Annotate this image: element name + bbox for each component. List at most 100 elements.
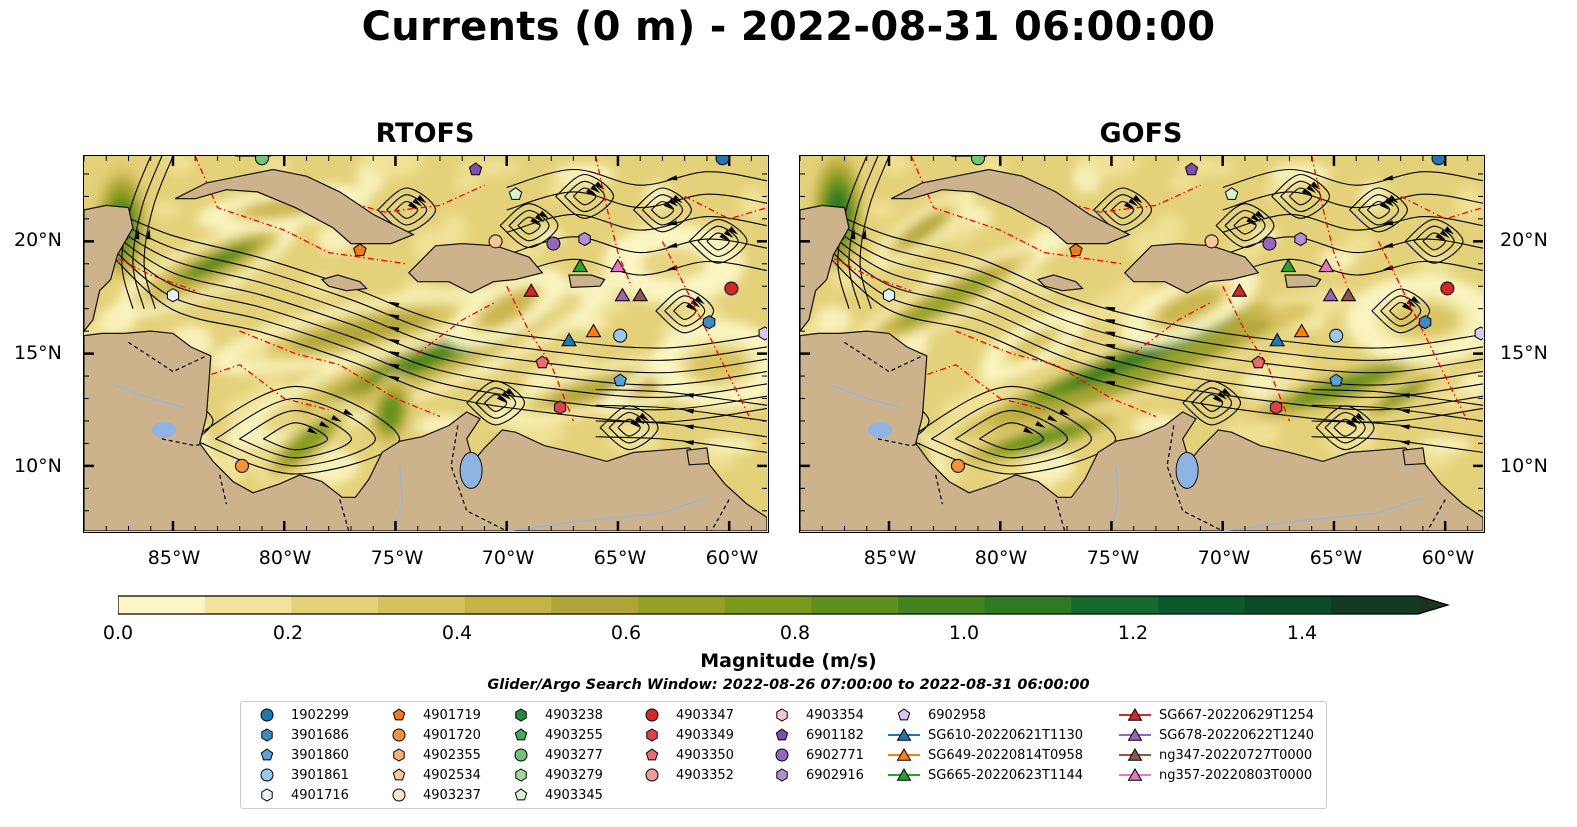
legend-label: 1902299 xyxy=(291,707,349,723)
land-hispaniola xyxy=(1123,242,1260,294)
colorbar-bin xyxy=(464,596,552,614)
streamline-arrow xyxy=(145,228,151,240)
legend-marker xyxy=(392,768,406,781)
streamline-arrow xyxy=(501,391,512,400)
float-marker xyxy=(1270,400,1283,415)
streamline xyxy=(826,254,1483,423)
legend-item: 4903352 xyxy=(634,766,734,784)
lake-nicaragua xyxy=(868,421,893,438)
streamline-arrow xyxy=(1212,394,1223,403)
streamline xyxy=(1333,418,1357,437)
streamline-arrow xyxy=(1306,184,1317,194)
colorbar-tick-0-6: 0.6 xyxy=(610,622,642,644)
float-marker xyxy=(613,328,628,343)
streamline-arrow xyxy=(694,296,705,305)
streamline xyxy=(1191,387,1233,419)
streamline xyxy=(1380,295,1422,327)
streamline xyxy=(1315,405,1375,451)
streamline-arrow xyxy=(1399,440,1410,446)
legend-item: 4901720 xyxy=(381,726,481,744)
float-marker xyxy=(1069,243,1083,257)
streamline-arrow xyxy=(1104,356,1116,362)
map-gofs[interactable] xyxy=(799,155,1485,533)
streamline xyxy=(263,422,328,451)
legend-label: 3901860 xyxy=(291,747,349,763)
eez-boundary xyxy=(1133,301,1212,355)
streamline xyxy=(466,380,526,426)
streamline xyxy=(1358,194,1400,226)
float-marker xyxy=(613,373,627,387)
legend-label: ng347-20220727T0000 xyxy=(1159,747,1313,763)
streamline xyxy=(506,213,767,233)
colorbar-tick-1-2: 1.2 xyxy=(1117,622,1149,644)
country-border xyxy=(128,341,207,373)
float-marker xyxy=(1329,328,1344,343)
streamline-arrow xyxy=(719,233,730,242)
legend-item: 4903277 xyxy=(503,746,603,764)
streamline xyxy=(499,203,559,249)
lon-label-rtofs-65w: 65°W xyxy=(593,547,647,569)
legend-marker-shape xyxy=(515,708,527,722)
legend-marker-shape xyxy=(1127,708,1143,721)
legend-label: 4901720 xyxy=(423,727,481,743)
float-marker xyxy=(632,287,649,302)
streamline xyxy=(826,239,1483,398)
streamline xyxy=(848,156,879,309)
float-marker xyxy=(703,315,716,330)
streamline-arrow xyxy=(861,228,867,240)
legend-label: ng357-20220803T0000 xyxy=(1159,767,1313,783)
streamline xyxy=(386,194,428,226)
colorbar-tick-1-4: 1.4 xyxy=(1286,622,1318,644)
river xyxy=(1110,465,1119,531)
streamline-arrow xyxy=(1124,201,1134,210)
streamline xyxy=(239,410,352,459)
legend-label: 6902958 xyxy=(928,707,986,723)
streamline xyxy=(979,422,1044,451)
streamline xyxy=(826,217,1483,361)
streamline-arrow xyxy=(666,197,678,203)
float-marker xyxy=(353,243,367,257)
legend-marker xyxy=(1119,768,1151,781)
eez-boundary xyxy=(661,241,752,422)
streamline-arrow xyxy=(530,217,541,226)
map-gofs-canvas xyxy=(800,156,1483,531)
streamline xyxy=(650,200,675,219)
legend-item: 3901686 xyxy=(249,726,349,744)
colorbar-bin xyxy=(204,596,292,614)
map-rtofs-canvas xyxy=(84,156,767,531)
country-border xyxy=(1166,425,1223,531)
land-central xyxy=(84,330,767,531)
legend-marker xyxy=(646,728,658,742)
streamline-arrow xyxy=(690,299,701,308)
land-jamaica xyxy=(1036,274,1084,292)
river xyxy=(1222,496,1424,531)
streamline-arrow xyxy=(1255,210,1265,219)
streamline-arrow xyxy=(1246,217,1257,226)
legend-marker xyxy=(515,768,527,782)
colorbar-bin xyxy=(811,596,899,614)
map-rtofs[interactable] xyxy=(83,155,769,533)
streamline-arrow xyxy=(1023,427,1034,434)
country-border xyxy=(1426,499,1446,531)
colorbar-label: Magnitude (m/s) xyxy=(700,650,877,672)
legend-marker-shape xyxy=(776,708,788,722)
float-marker xyxy=(523,283,540,297)
country-border xyxy=(450,425,507,531)
legend-marker xyxy=(1119,708,1151,721)
float-marker xyxy=(488,234,503,249)
streamline-arrow xyxy=(1047,415,1058,422)
streamline-arrow xyxy=(666,220,678,226)
streamline xyxy=(664,295,706,327)
river xyxy=(394,465,403,531)
lon-label-gofs-80w: 80°W xyxy=(974,547,1028,569)
streamline-arrow xyxy=(1388,194,1399,204)
legend-marker xyxy=(514,788,528,801)
eez-boundary xyxy=(1311,156,1348,287)
streamline-arrow xyxy=(686,302,696,311)
lat-label-left-20n: 20°N xyxy=(14,229,62,251)
legend-marker xyxy=(392,728,406,742)
streamline xyxy=(1111,200,1135,219)
streamline-arrow xyxy=(388,326,400,333)
legend-item: 4903279 xyxy=(503,766,603,784)
river xyxy=(114,384,185,409)
